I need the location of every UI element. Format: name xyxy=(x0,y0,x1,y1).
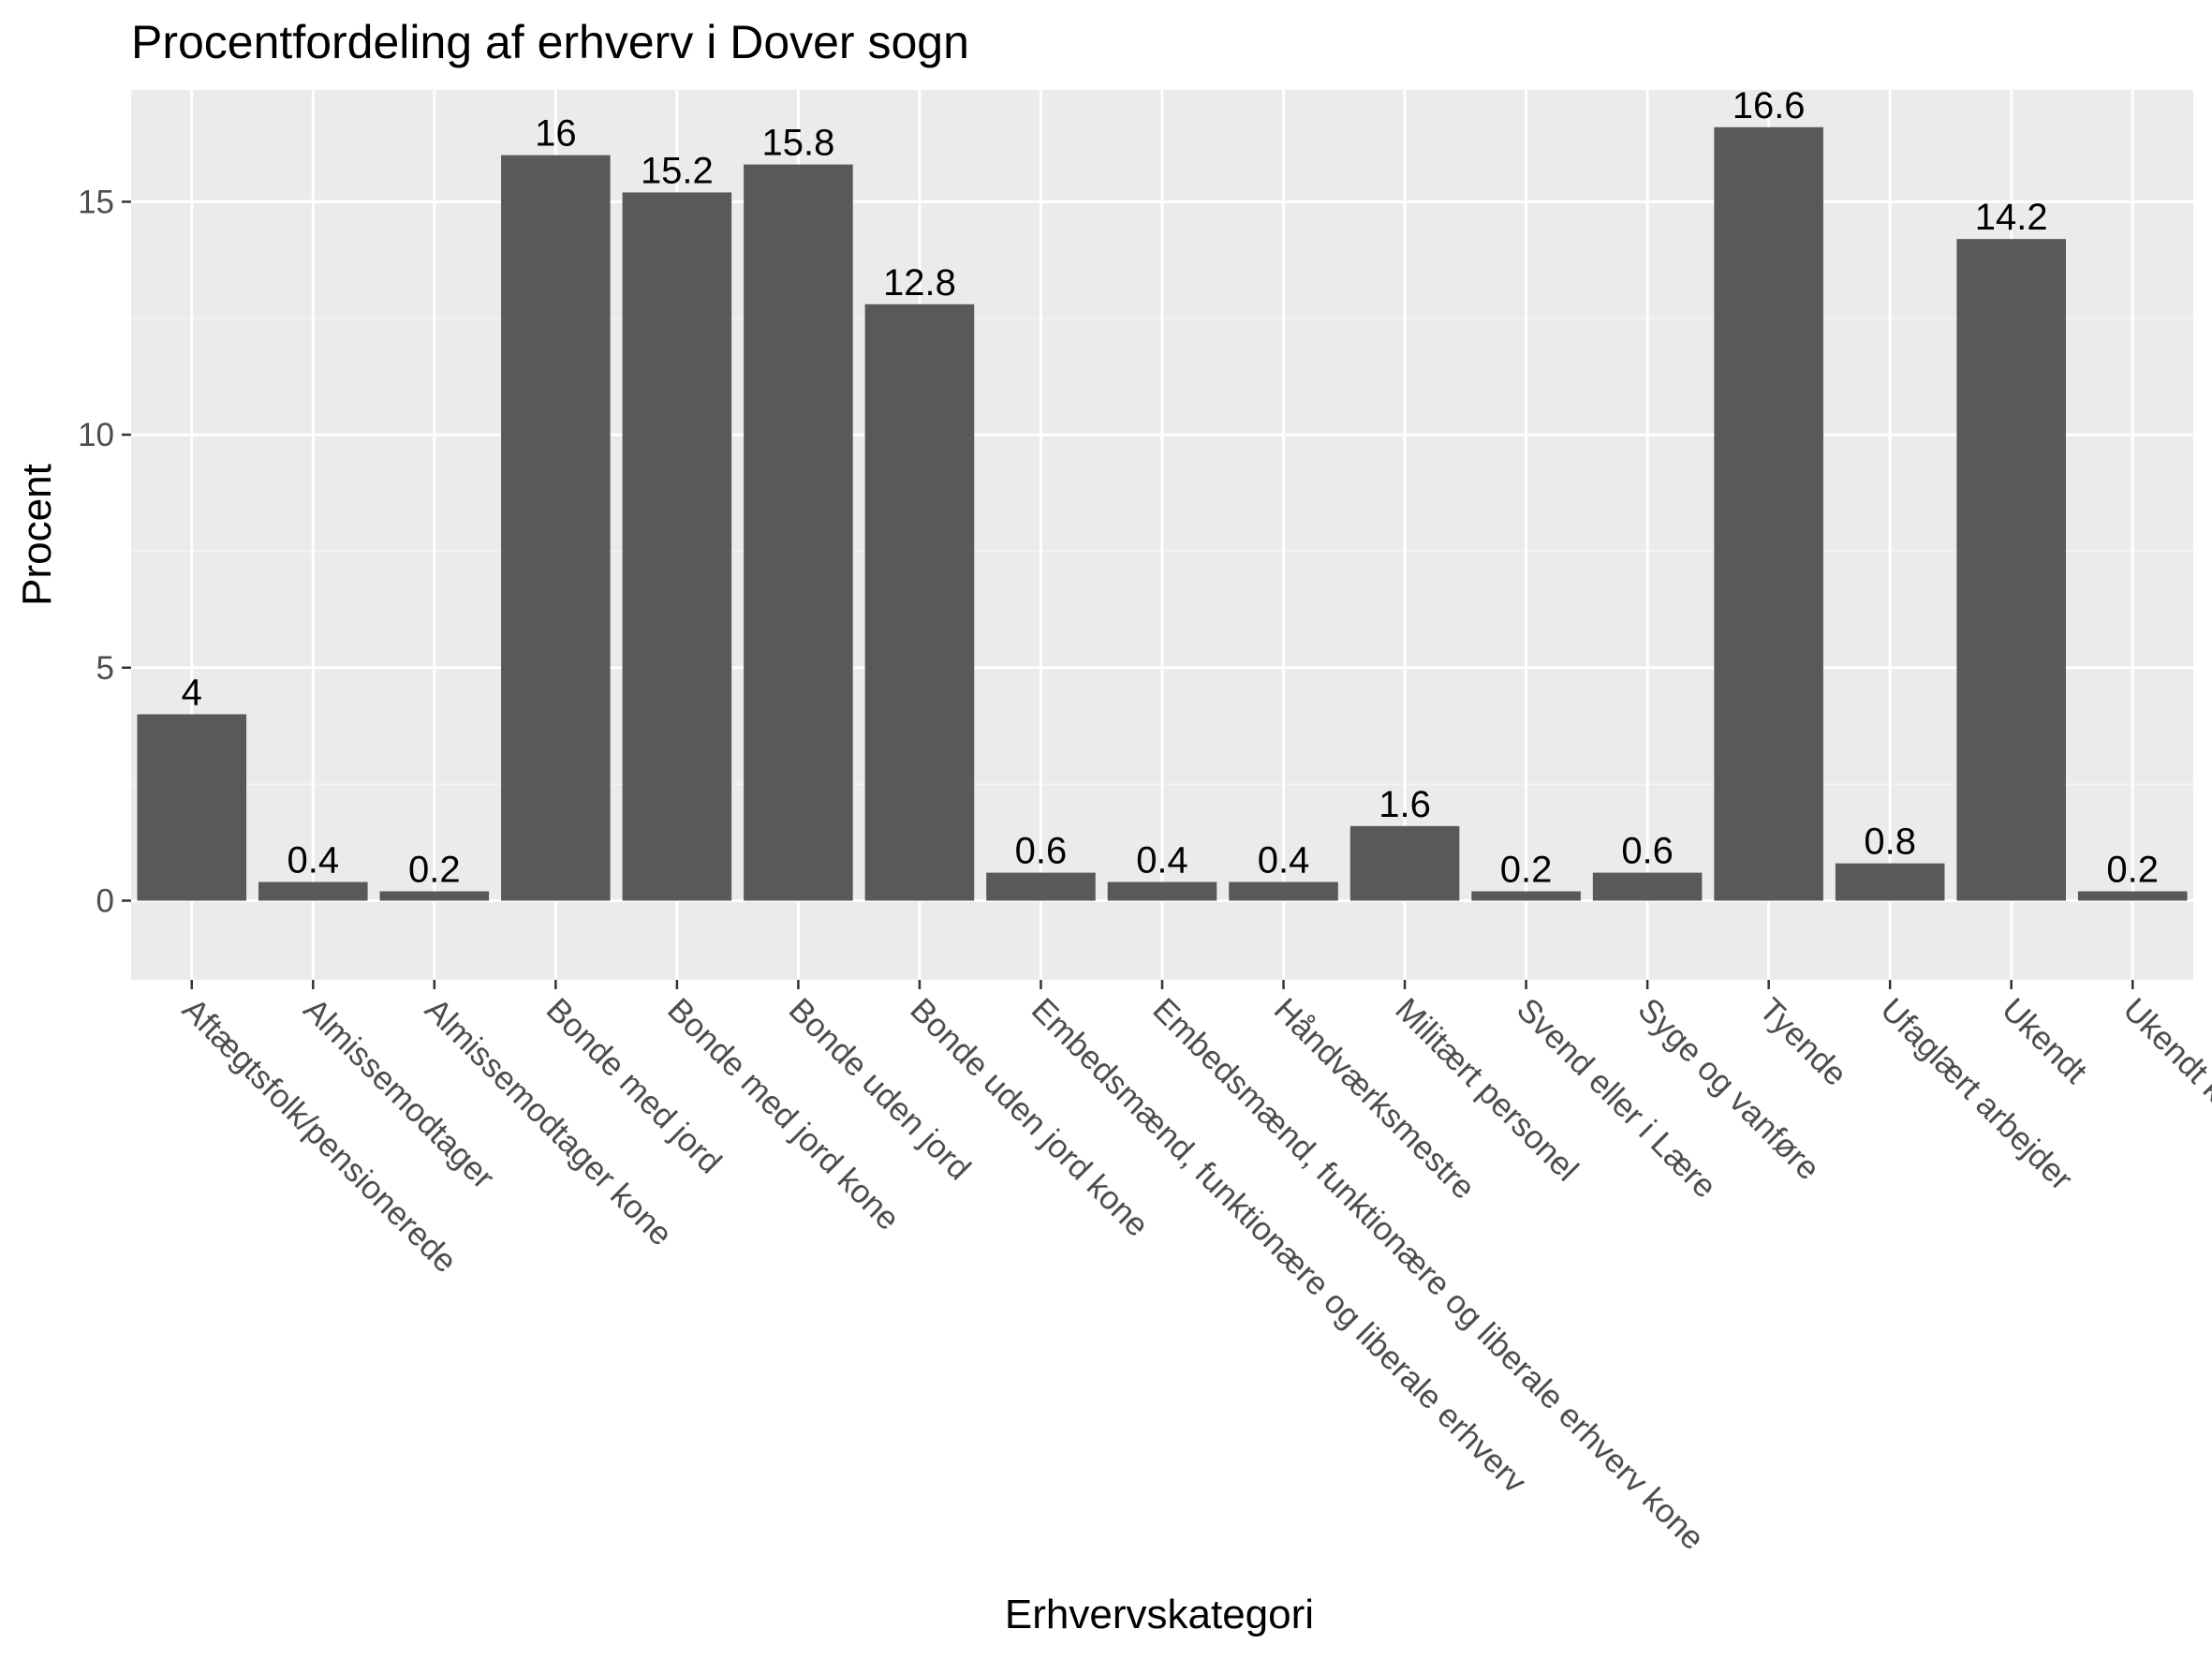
x-axis: Aftægtsfolk/pensioneredeAlmissemodtagerA… xyxy=(175,980,2212,1557)
bar xyxy=(864,304,975,901)
y-tick-label: 5 xyxy=(96,650,114,687)
y-axis: 0 5 10 15 xyxy=(78,184,131,919)
y-axis-title: Procent xyxy=(14,464,60,606)
bar-value-label: 0.2 xyxy=(2106,849,2159,890)
bar xyxy=(137,714,247,901)
bar xyxy=(1349,825,1460,901)
bar xyxy=(1107,881,1217,901)
x-tick-label: Embedsmænd, funktionære og liberale erhv… xyxy=(1145,991,1711,1557)
bar-value-label: 4 xyxy=(182,672,202,713)
bar-value-label: 0.4 xyxy=(287,840,339,881)
bar xyxy=(1714,126,1823,901)
x-tick-label: Tyende xyxy=(1752,991,1854,1093)
bar-value-label: 0.2 xyxy=(408,849,461,890)
bar-value-label: 15.8 xyxy=(761,123,834,164)
x-tick-label: Bonde med jord kone xyxy=(660,991,907,1237)
bar xyxy=(1471,891,1581,901)
bar-value-label: 16 xyxy=(535,113,577,155)
y-tick-label: 0 xyxy=(96,882,114,919)
bar-value-label: 0.4 xyxy=(1258,840,1310,881)
bar xyxy=(1956,239,2066,901)
x-tick-label: Bonde uden jord kone xyxy=(903,991,1156,1244)
bar-value-label: 0.8 xyxy=(1864,822,1916,863)
bar-value-label: 0.4 xyxy=(1136,840,1188,881)
bar xyxy=(379,891,490,901)
bar-value-label: 14.2 xyxy=(1975,197,2048,238)
y-tick-label: 10 xyxy=(78,417,114,453)
bar xyxy=(622,192,732,901)
bar-value-label: 16.6 xyxy=(1733,85,1806,126)
bar-value-label: 12.8 xyxy=(883,262,956,304)
bar xyxy=(1229,881,1338,901)
bar xyxy=(744,164,853,901)
x-tick-label: Håndværksmestre xyxy=(1267,991,1482,1207)
x-tick-label: Ukendt kone xyxy=(2116,991,2212,1148)
bar xyxy=(1835,863,1945,901)
x-axis-title: Erhvervskategori xyxy=(1005,1592,1314,1637)
bar-value-label: 0.6 xyxy=(1621,831,1674,872)
bar xyxy=(258,881,368,901)
x-tick-label: Svend eller i Lære xyxy=(1510,991,1723,1205)
x-tick-label: Almissemodtager kone xyxy=(418,991,679,1252)
bar xyxy=(1592,872,1703,901)
bar xyxy=(2077,891,2188,901)
bar xyxy=(986,872,1096,901)
bar-value-label: 1.6 xyxy=(1379,784,1431,825)
bar-value-label: 0.6 xyxy=(1015,831,1068,872)
bar xyxy=(501,155,611,901)
bar-value-label: 15.2 xyxy=(641,150,714,191)
x-tick-label: Ukendt xyxy=(1995,991,2094,1090)
bars xyxy=(137,126,2188,901)
y-tick-label: 15 xyxy=(78,184,114,220)
bar-value-label: 0.2 xyxy=(1500,849,1553,890)
chart-title: Procentfordeling af erhverv i Dover sogn xyxy=(131,16,969,68)
bar-value-labels: 4 0.4 0.2 16 15.2 15.8 12.8 0.6 0.4 0.4 1.6 0.2 0.6 1… xyxy=(182,85,2159,891)
